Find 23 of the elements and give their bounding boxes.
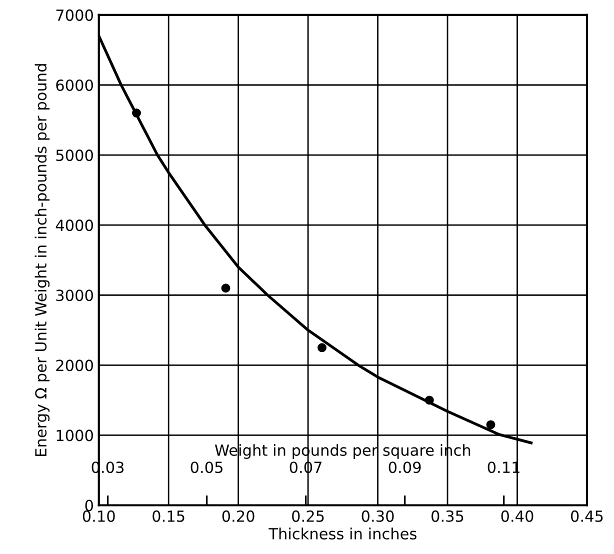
point xyxy=(486,420,496,430)
x-tick-label: 0.25 xyxy=(292,510,324,522)
y-tick-label: 2000 xyxy=(56,360,93,372)
x-tick-label: 0.45 xyxy=(570,510,603,522)
point xyxy=(221,284,230,293)
y-tick-label: 3000 xyxy=(56,290,93,302)
x2-tick-label: 0.09 xyxy=(388,462,421,474)
y-tick-label: 1000 xyxy=(56,430,93,442)
y-tick-label: 0 xyxy=(85,500,93,512)
y-tick-label: 7000 xyxy=(56,9,93,21)
x-tick-label: 0.35 xyxy=(432,510,464,522)
y-tick-label: 6000 xyxy=(56,79,93,92)
x-tick-label: 0.40 xyxy=(501,510,534,522)
x-tick-label: 0.15 xyxy=(152,510,184,522)
point xyxy=(318,343,326,352)
x-tick-label: 0.10 xyxy=(82,510,115,522)
y-axis-title: Energy Ω per Unit Weight in inch-pounds per pound xyxy=(34,64,50,456)
x-tick-label: 0.30 xyxy=(362,510,394,522)
x-tick-label: 0.20 xyxy=(222,510,254,522)
x2-tick-label: 0.05 xyxy=(190,462,222,474)
x-axis-title: Thickness in inches xyxy=(268,528,416,540)
y-tick-label: 4000 xyxy=(56,220,93,232)
y-tick-label: 5000 xyxy=(56,150,93,162)
